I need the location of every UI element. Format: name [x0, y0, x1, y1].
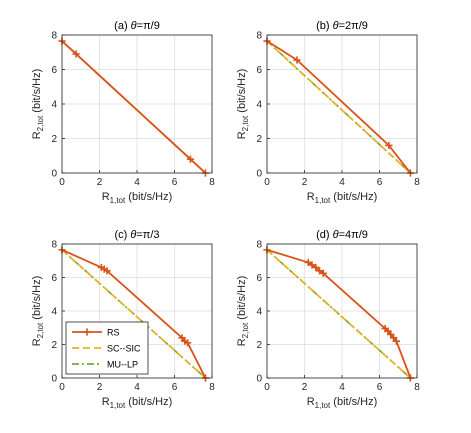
- x-axis-label: R1,tot (bit/s/Hz): [102, 191, 173, 205]
- y-tick-label: 0: [51, 374, 57, 385]
- y-tick-label: 4: [256, 100, 262, 111]
- series-rs-marker: [184, 339, 192, 347]
- series-rs-marker: [315, 267, 324, 275]
- legend-box: [65, 321, 149, 375]
- subplot-1: 0 2 4 6 8 0 2 4 6 8 (a) θ=π/9 R1,tot (bit/s/Hz) R2,t…: [31, 20, 215, 205]
- y-tick-label: 2: [256, 340, 262, 351]
- x-tick-label: 8: [209, 177, 215, 188]
- x-tick-label: 4: [339, 177, 345, 188]
- y-tick-label: 4: [51, 100, 57, 111]
- y-tick-label: 8: [256, 240, 262, 251]
- x-tick-label: 8: [209, 382, 215, 393]
- axes-frame: [61, 34, 213, 174]
- legend-label-sc-sic: SC--SIC: [107, 344, 141, 354]
- x-tick-label: 6: [172, 177, 178, 188]
- series-rs-marker: [385, 141, 393, 149]
- legend: RS SC--SIC MU--LP: [65, 321, 149, 375]
- series-rs-marker: [103, 267, 111, 275]
- legend-label-rs: RS: [107, 328, 120, 338]
- series-rs-marker: [319, 269, 327, 277]
- y-tick-label: 8: [51, 31, 57, 42]
- x-tick-label: 4: [134, 177, 140, 188]
- x-tick-label: 0: [264, 177, 270, 188]
- series-rs-marker: [312, 263, 320, 272]
- x-tick-label: 8: [414, 177, 420, 188]
- y-axis-label: R2,tot (bit/s/Hz): [236, 69, 250, 140]
- series-rs-marker: [392, 337, 400, 345]
- x-tick-label: 6: [377, 177, 383, 188]
- series-rs-line: [266, 40, 412, 174]
- axes-frame: [61, 243, 213, 379]
- y-tick-label: 6: [51, 273, 57, 284]
- series-rs-marker: [186, 155, 195, 163]
- series-rs-line: [61, 40, 207, 174]
- y-tick-label: 6: [51, 65, 57, 76]
- y-axis-label: R2,tot (bit/s/Hz): [31, 276, 45, 347]
- x-axis-label: R1,tot (bit/s/Hz): [102, 396, 173, 410]
- x-tick-label: 4: [134, 382, 140, 393]
- x-tick-label: 0: [59, 382, 65, 393]
- subplot-title: (b) θ=2π/9: [316, 20, 368, 32]
- y-tick-label: 8: [256, 31, 262, 42]
- x-axis-label: R1,tot (bit/s/Hz): [307, 396, 378, 410]
- series-rs-marker: [304, 258, 312, 267]
- series-sc-sic-line: [266, 249, 412, 379]
- x-tick-label: 2: [302, 382, 308, 393]
- y-tick-label: 2: [51, 134, 57, 145]
- x-tick-label: 6: [172, 382, 178, 393]
- y-tick-label: 0: [256, 374, 262, 385]
- axes-frame: [266, 243, 418, 379]
- axes-frame: [266, 34, 418, 174]
- x-tick-label: 2: [302, 177, 308, 188]
- y-tick-label: 4: [51, 307, 57, 318]
- y-tick-label: 2: [256, 134, 262, 145]
- series-rs-marker: [293, 56, 301, 64]
- y-tick-label: 0: [51, 169, 57, 180]
- legend-label-mu-lp: MU--LP: [107, 360, 138, 370]
- subplot-2: 0 2 4 6 8 0 2 4 6 8 (b) θ=2π/9 R1,tot (bit/s/Hz) R2,…: [236, 20, 420, 205]
- y-tick-label: 6: [256, 65, 262, 76]
- y-axis-label: R2,tot (bit/s/Hz): [31, 69, 45, 140]
- series-mu-lp-line: [266, 40, 412, 174]
- subplot-3: 0 2 4 6 8 0 2 4 6 8 (c) θ=π/3 R1,tot (bit/s/Hz) R2,t…: [31, 229, 215, 410]
- legend-marker-rs: [83, 328, 91, 336]
- subplot-title: (d) θ=4π/9: [316, 229, 368, 241]
- subplot-title: (a) θ=π/9: [114, 20, 160, 32]
- y-tick-label: 4: [256, 307, 262, 318]
- series-rs-marker: [72, 50, 80, 58]
- y-tick-label: 6: [256, 273, 262, 284]
- x-tick-label: 8: [414, 382, 420, 393]
- y-axis-label: R2,tot (bit/s/Hz): [236, 276, 250, 347]
- subplot-4: 0 2 4 6 8 0 2 4 6 8 (d) θ=4π/9 R1,tot (bit/s/Hz) R2,…: [236, 229, 420, 410]
- subplot-title: (c) θ=π/3: [114, 229, 159, 241]
- x-tick-label: 0: [264, 382, 270, 393]
- x-tick-label: 2: [97, 177, 103, 188]
- y-tick-label: 0: [256, 169, 262, 180]
- x-axis-label: R1,tot (bit/s/Hz): [307, 191, 378, 205]
- y-tick-label: 2: [51, 340, 57, 351]
- series-sc-sic-line: [61, 249, 207, 379]
- x-tick-label: 4: [339, 382, 345, 393]
- x-tick-label: 6: [377, 382, 383, 393]
- y-tick-label: 8: [51, 240, 57, 251]
- x-tick-label: 0: [59, 177, 65, 188]
- series-rs-marker: [308, 261, 316, 269]
- x-tick-label: 2: [97, 382, 103, 393]
